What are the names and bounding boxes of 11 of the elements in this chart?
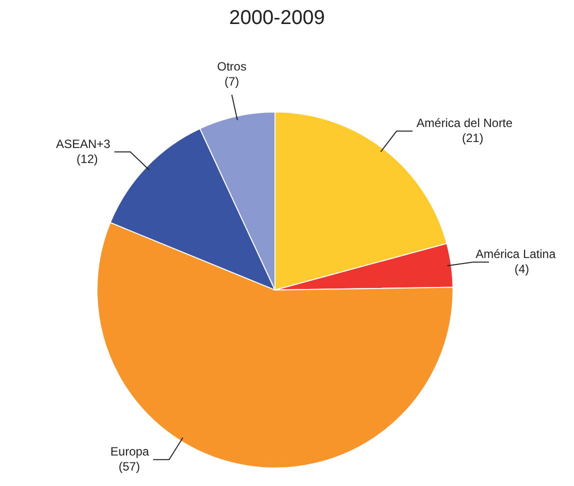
slice-label: ASEAN+3 bbox=[56, 136, 111, 151]
data-label: (21) bbox=[462, 131, 484, 146]
data-label: (57) bbox=[118, 460, 140, 474]
data-label: (4) bbox=[514, 262, 530, 276]
slice-label: Otros bbox=[217, 60, 246, 74]
data-label: (12) bbox=[76, 152, 98, 166]
slice-label: América del Norte bbox=[416, 116, 513, 130]
slice-label: América Latina bbox=[476, 247, 556, 262]
chart-title: 2000-2009 bbox=[229, 7, 325, 29]
slice-label: Europa bbox=[110, 444, 150, 459]
data-label: (7) bbox=[224, 74, 240, 89]
